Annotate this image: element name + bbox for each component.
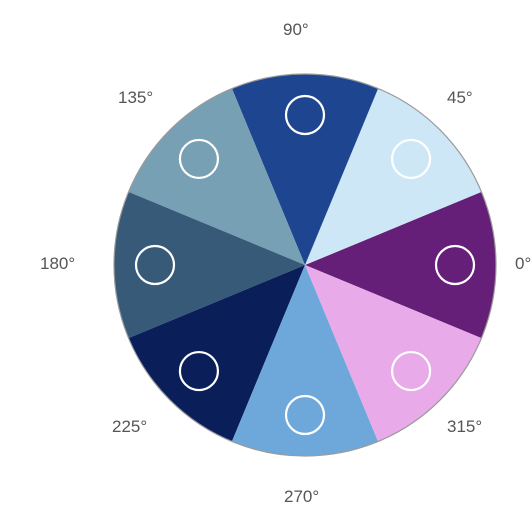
wheel-segment-270[interactable] [231,265,379,456]
wheel-segment-315[interactable] [305,265,482,442]
segment-marker-225[interactable] [178,350,220,392]
angle-label-0: 0° [515,254,532,273]
angle-label-45: 45° [447,88,473,107]
angle-label-90: 90° [283,20,309,39]
angle-label-315: 315° [447,417,483,436]
wheel-segment-90[interactable] [231,74,379,265]
segment-marker-135[interactable] [178,138,220,180]
segment-marker-90[interactable] [284,94,326,136]
segment-marker-180[interactable] [134,244,176,286]
wheel-segment-0[interactable] [305,191,496,339]
wheel-segment-135[interactable] [128,88,305,265]
segment-marker-0[interactable] [434,244,476,286]
angle-label-135: 135° [118,88,154,107]
wheel-outline [113,73,497,457]
angle-label-180: 180° [40,254,76,273]
segment-marker-270[interactable] [284,394,326,436]
segment-marker-315[interactable] [390,350,432,392]
wheel-segment-45[interactable] [305,88,482,265]
wheel-segment-180[interactable] [114,191,305,339]
segment-marker-45[interactable] [390,138,432,180]
wheel-segment-225[interactable] [128,265,305,442]
angle-label-225: 225° [112,417,148,436]
angle-label-270: 270° [284,487,320,506]
